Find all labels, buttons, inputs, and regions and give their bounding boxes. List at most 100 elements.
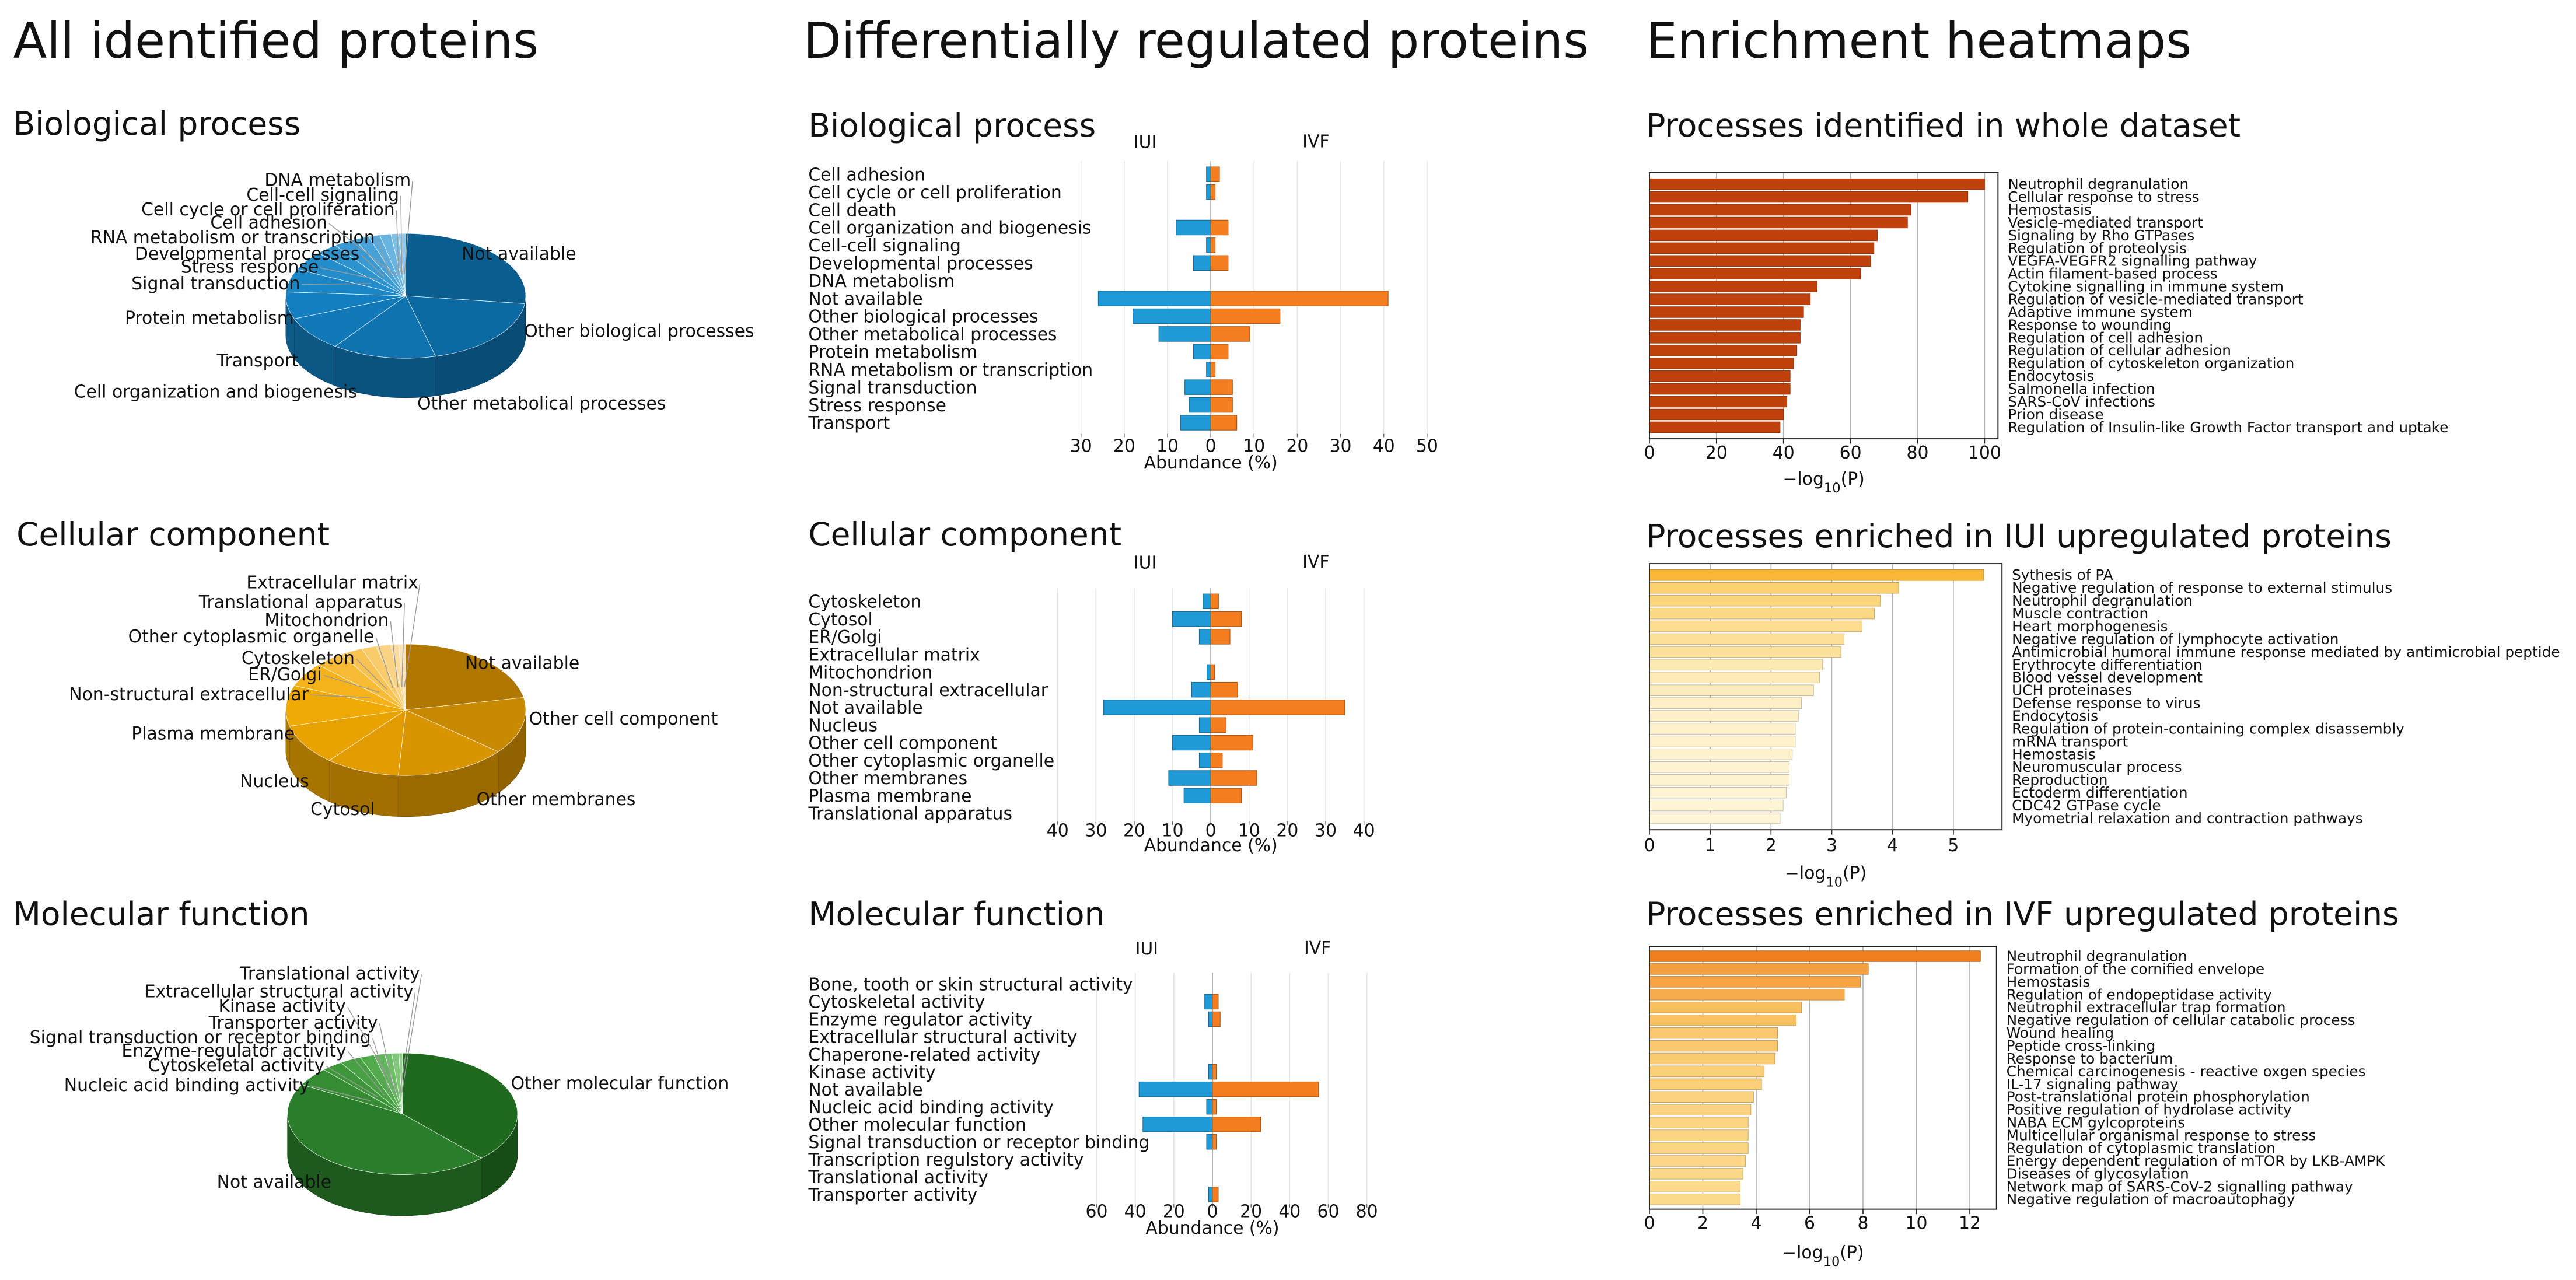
- slice-label: Cell-cell signaling: [246, 185, 399, 205]
- category-label: Other cytoplasmic organelle: [808, 751, 1054, 771]
- bar: [1206, 1099, 1213, 1115]
- leader-line: [320, 267, 379, 280]
- pie-slice: [293, 295, 406, 347]
- bar: [1184, 379, 1211, 395]
- category-label: Cellular response to stress: [2008, 188, 2199, 205]
- slice-label: Mitochondrion: [264, 610, 389, 631]
- leader-line: [401, 603, 405, 687]
- slice-label: Stress response: [181, 257, 319, 278]
- category-label: Chemical carcinogenesis - reactive oxgen…: [2007, 1063, 2366, 1080]
- series-label: IUI: [1135, 939, 1158, 959]
- slice-label: DNA metabolism: [264, 170, 411, 190]
- category-label: mRNA transport: [2012, 733, 2128, 750]
- bar: [1172, 735, 1211, 751]
- x-tick-label: 80: [1906, 443, 1928, 463]
- bar: [1210, 379, 1233, 395]
- category-label: Cytoskeletal activity: [808, 992, 985, 1013]
- category-label: Regulation of endopeptidase activity: [2007, 986, 2272, 1003]
- bar: [1212, 1081, 1319, 1097]
- category-label: Enzyme regulator activity: [808, 1010, 1032, 1030]
- bar: [1210, 308, 1281, 324]
- bar: [1649, 786, 1787, 799]
- bar: [1210, 415, 1238, 431]
- slice-label: Cell organization and biogenesis: [74, 382, 357, 403]
- bar: [1649, 697, 1802, 709]
- leader-line: [396, 210, 399, 275]
- category-label: Response to wounding: [2008, 316, 2171, 333]
- category-label: Energy dependent regulation of mTOR by L…: [2007, 1152, 2386, 1169]
- bar: [1649, 1065, 1765, 1078]
- x-axis-label: Abundance (%): [1144, 835, 1278, 856]
- slice-label: RNA metabolism or transcription: [90, 228, 375, 248]
- category-label: Signal transduction: [808, 377, 977, 398]
- bar: [1172, 611, 1211, 627]
- bar: [1649, 293, 1811, 305]
- category-label: Sythesis of PA: [2012, 566, 2113, 583]
- chart-title: Molecular function: [13, 896, 310, 933]
- x-axis-label-part: (P): [1840, 1243, 1864, 1263]
- bar: [1649, 620, 1863, 632]
- bar: [1649, 1052, 1775, 1065]
- bar: [1210, 184, 1216, 200]
- category-label: Stress response: [808, 396, 946, 416]
- x-tick-label: 4: [1750, 1213, 1761, 1233]
- category-label: DNA metabolism: [808, 271, 955, 292]
- category-label: Plasma membrane: [808, 786, 971, 806]
- x-axis-label-part: −log: [1782, 1243, 1823, 1263]
- bar: [1649, 989, 1845, 1001]
- category-label: Negative regulation of response to exter…: [2012, 579, 2392, 596]
- leader-line: [399, 992, 416, 1093]
- category-label: Regulation of Insulin-like Growth Factor…: [2008, 419, 2448, 436]
- category-label: Not available: [808, 698, 922, 718]
- slice-label: Other molecular function: [511, 1073, 729, 1094]
- category-label: Antimicrobial humoral immune response me…: [2012, 644, 2560, 660]
- leader-line: [379, 1023, 395, 1093]
- chart-title: Cellular component: [16, 516, 330, 553]
- x-tick-label: 2: [1766, 835, 1777, 856]
- bar: [1649, 569, 1984, 581]
- pie-slice: [399, 1052, 403, 1114]
- category-label: Multicellular organismal response to str…: [2007, 1127, 2316, 1144]
- bar: [1649, 421, 1781, 433]
- category-label: Regulation of proteolysis: [2008, 240, 2187, 257]
- bar: [1212, 1134, 1217, 1150]
- pie-slice: [402, 1052, 518, 1159]
- bar: [1649, 358, 1794, 369]
- x-tick-label: 8: [1857, 1213, 1868, 1233]
- bar: [1649, 242, 1875, 254]
- pie-tops: [285, 233, 526, 359]
- x-tick-label: 40: [1353, 820, 1375, 841]
- bar: [1176, 219, 1211, 236]
- x-tick-label: 6: [1804, 1213, 1815, 1233]
- leader-line: [361, 254, 385, 278]
- leader-line: [375, 637, 393, 688]
- column-heading: Enrichment heatmaps: [1646, 12, 2191, 69]
- category-label: Transcription regulstory activity: [808, 1150, 1083, 1170]
- bar: [1649, 723, 1796, 735]
- bar: [1649, 178, 1985, 190]
- bar: [1649, 1181, 1740, 1192]
- x-tick-label: 0: [1205, 436, 1217, 457]
- series-label: IVF: [1302, 552, 1329, 572]
- category-label: Salmonella infection: [2008, 380, 2155, 397]
- column-heading: All identified proteins: [13, 12, 539, 69]
- pie-tops: [285, 644, 526, 776]
- bar: [1198, 717, 1211, 733]
- bar: [1212, 994, 1219, 1010]
- pie-sides: [285, 296, 526, 398]
- chart-title: Processes enriched in IVF upregulated pr…: [1646, 896, 2399, 933]
- x-tick-label: 30: [1070, 436, 1092, 457]
- leader-line: [328, 223, 395, 275]
- category-label: Kinase activity: [808, 1062, 935, 1083]
- category-label: Non-structural extracellular: [808, 680, 1048, 701]
- pie-slice: [398, 709, 499, 776]
- bar: [1210, 362, 1216, 377]
- slice-label: Transport: [216, 351, 299, 371]
- bar: [1208, 1187, 1213, 1202]
- category-label: Negative regulation of cellular cataboli…: [2007, 1012, 2355, 1029]
- bar: [1649, 594, 1881, 607]
- leader-line: [404, 583, 421, 687]
- bar: [1210, 629, 1231, 645]
- x-tick-label: 0: [1207, 1202, 1218, 1222]
- slice-label: Kinase activity: [218, 996, 345, 1017]
